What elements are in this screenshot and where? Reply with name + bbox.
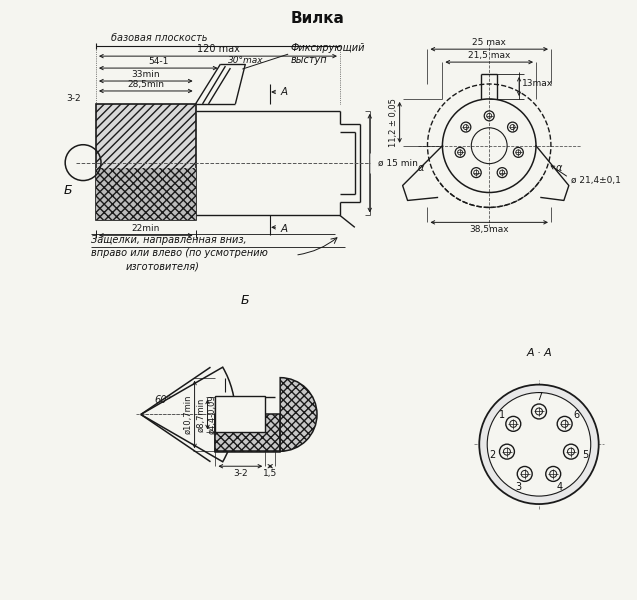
Text: базовая плоскость: базовая плоскость: [111, 33, 208, 43]
Text: 7: 7: [536, 392, 542, 401]
Text: 4: 4: [557, 482, 562, 493]
Text: 11,2 ± 0,05: 11,2 ± 0,05: [389, 98, 397, 147]
Circle shape: [484, 111, 494, 121]
Text: 3-2: 3-2: [66, 94, 81, 103]
Text: 25 max: 25 max: [472, 38, 506, 47]
Circle shape: [513, 148, 523, 157]
Circle shape: [487, 392, 590, 496]
Text: 3-2: 3-2: [233, 469, 248, 478]
Circle shape: [455, 148, 465, 157]
Wedge shape: [280, 377, 317, 451]
Text: ø 21,4±0,1: ø 21,4±0,1: [571, 176, 620, 185]
Text: α: α: [417, 163, 424, 173]
Text: 120 max: 120 max: [197, 44, 240, 54]
Text: 13max: 13max: [522, 79, 553, 88]
Circle shape: [517, 466, 532, 481]
Text: 2: 2: [489, 450, 496, 460]
Text: ø10,7min: ø10,7min: [183, 395, 192, 434]
Text: ø 15 min: ø 15 min: [378, 158, 418, 167]
Circle shape: [471, 167, 481, 178]
Text: 1: 1: [499, 410, 505, 419]
Circle shape: [546, 466, 561, 481]
Text: 5: 5: [582, 450, 589, 460]
Text: Защелки, направленная вниз,: Защелки, направленная вниз,: [91, 235, 247, 245]
Text: ø8,7min: ø8,7min: [197, 397, 206, 431]
Text: 30°max: 30°max: [229, 56, 264, 65]
Text: Б: Б: [64, 184, 73, 197]
Text: A: A: [280, 87, 287, 97]
Bar: [96, 168, 196, 220]
Text: 21,5 max: 21,5 max: [468, 51, 510, 60]
Circle shape: [557, 416, 572, 431]
Text: Вилка: Вилка: [291, 11, 345, 26]
Circle shape: [564, 444, 578, 459]
Circle shape: [531, 404, 547, 419]
Bar: [215, 415, 280, 452]
Text: 60°: 60°: [154, 395, 171, 404]
Text: вправо или влево (по усмотрению: вправо или влево (по усмотрению: [91, 248, 268, 258]
Text: 54-1: 54-1: [148, 57, 168, 66]
Text: 33min: 33min: [131, 70, 160, 79]
Bar: [215, 415, 280, 451]
Text: изготовителя): изготовителя): [126, 261, 200, 271]
Text: A: A: [280, 224, 287, 235]
Text: Фиксирующий
выступ: Фиксирующий выступ: [290, 43, 364, 65]
Bar: [96, 104, 196, 220]
Circle shape: [497, 167, 507, 178]
Circle shape: [508, 122, 517, 132]
Text: ø4,4-0,09: ø4,4-0,09: [208, 395, 217, 434]
Text: 22min: 22min: [132, 224, 160, 233]
Circle shape: [461, 122, 471, 132]
Text: α: α: [556, 163, 562, 173]
Circle shape: [479, 385, 599, 504]
Text: А · А: А · А: [526, 348, 552, 358]
Text: 28,5min: 28,5min: [127, 80, 164, 89]
Text: 3: 3: [515, 482, 521, 493]
Text: 1,5: 1,5: [263, 469, 277, 478]
Text: 38,5max: 38,5max: [469, 226, 509, 235]
Text: 6: 6: [573, 410, 580, 419]
Bar: [215, 395, 265, 433]
Circle shape: [506, 416, 521, 431]
Circle shape: [499, 444, 515, 459]
Text: Б: Б: [241, 293, 250, 307]
